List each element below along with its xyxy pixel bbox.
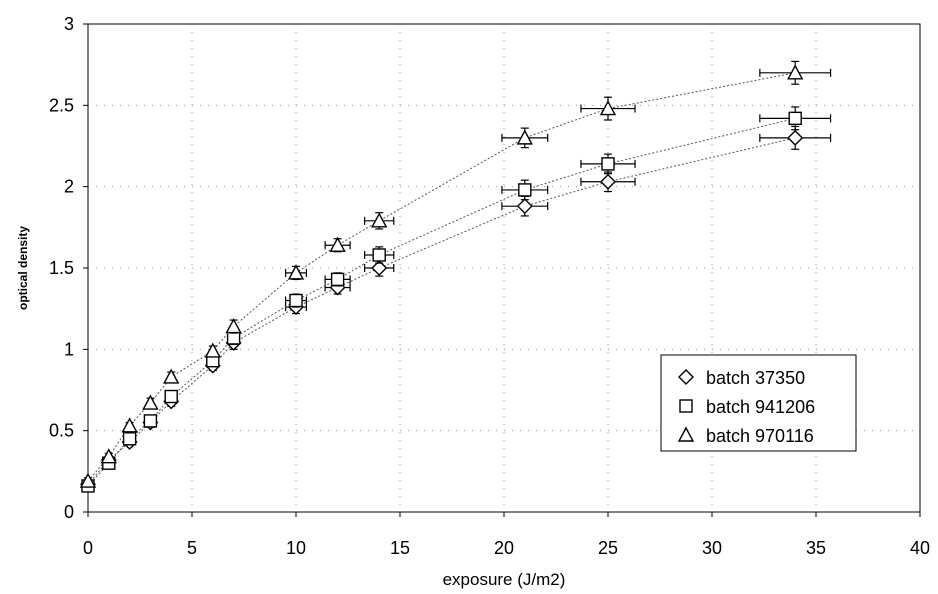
data-point-square bbox=[289, 293, 303, 308]
legend-entry: batch 941206 bbox=[679, 397, 815, 417]
data-point-triangle bbox=[79, 472, 97, 488]
data-point-triangle bbox=[516, 129, 533, 145]
data-point-diamond bbox=[787, 129, 804, 146]
data-point-diamond bbox=[516, 198, 533, 215]
data-point-square bbox=[330, 272, 345, 287]
y-tick-label: 1 bbox=[64, 339, 74, 359]
data-point-triangle bbox=[163, 368, 180, 384]
legend-label: batch 37350 bbox=[706, 368, 805, 388]
data-point-square bbox=[164, 389, 178, 404]
data-point-triangle bbox=[287, 264, 305, 280]
x-tick-label: 20 bbox=[494, 538, 514, 558]
series-layer bbox=[79, 60, 832, 493]
data-point-triangle bbox=[371, 212, 388, 228]
y-tick-label: 1.5 bbox=[49, 258, 74, 278]
data-point-square bbox=[518, 183, 532, 197]
y-axis-title: optical density bbox=[16, 226, 30, 310]
data-point-square bbox=[372, 248, 386, 262]
x-ticks: 0 5 10 15 20 25 30 35 40 bbox=[83, 512, 930, 558]
y-tick-label: 0.5 bbox=[49, 421, 74, 441]
legend-marker-diamond bbox=[678, 369, 694, 385]
data-point-triangle bbox=[329, 236, 346, 252]
y-tick-label: 2 bbox=[64, 177, 74, 197]
data-point-triangle bbox=[142, 394, 159, 410]
data-point-square bbox=[788, 111, 802, 126]
x-tick-label: 5 bbox=[187, 538, 197, 558]
legend-label: batch 970116 bbox=[706, 426, 814, 446]
data-point-square bbox=[143, 414, 158, 428]
x-tick-label: 30 bbox=[702, 538, 722, 558]
y-tick-label: 2.5 bbox=[49, 95, 74, 115]
y-tick-label: 0 bbox=[64, 502, 74, 522]
data-point-triangle bbox=[225, 318, 242, 334]
legend-entry: batch 970116 bbox=[677, 426, 814, 446]
legend-marker-square bbox=[679, 399, 693, 413]
x-tick-label: 0 bbox=[83, 538, 93, 558]
data-point-square bbox=[122, 432, 137, 446]
data-point-triangle bbox=[121, 417, 138, 433]
x-tick-label: 10 bbox=[286, 538, 306, 558]
legend-entry: batch 37350 bbox=[678, 368, 805, 388]
series-triangle bbox=[79, 60, 832, 488]
grid bbox=[88, 24, 920, 512]
x-tick-label: 15 bbox=[390, 538, 410, 558]
legend-box bbox=[660, 354, 857, 452]
y-ticks: 0 0.5 1 1.5 2 2.5 3 bbox=[49, 14, 88, 522]
data-point-diamond bbox=[600, 173, 616, 190]
x-tick-label: 35 bbox=[806, 538, 826, 558]
y-tick-label: 3 bbox=[64, 14, 74, 34]
data-point-square bbox=[226, 331, 241, 345]
data-point-triangle bbox=[599, 100, 617, 116]
data-point-triangle bbox=[204, 342, 221, 358]
x-axis-title: exposure (J/m2) bbox=[443, 570, 566, 589]
legend: batch 37350 batch 941206 batch 970116 bbox=[660, 354, 857, 452]
legend-label: batch 941206 bbox=[706, 397, 815, 417]
legend-marker-triangle bbox=[677, 426, 695, 442]
x-tick-label: 40 bbox=[910, 538, 930, 558]
data-point-square bbox=[601, 157, 615, 171]
data-point-triangle bbox=[787, 64, 804, 80]
data-point-triangle bbox=[100, 448, 117, 464]
x-tick-label: 25 bbox=[598, 538, 618, 558]
data-point-diamond bbox=[371, 260, 388, 276]
